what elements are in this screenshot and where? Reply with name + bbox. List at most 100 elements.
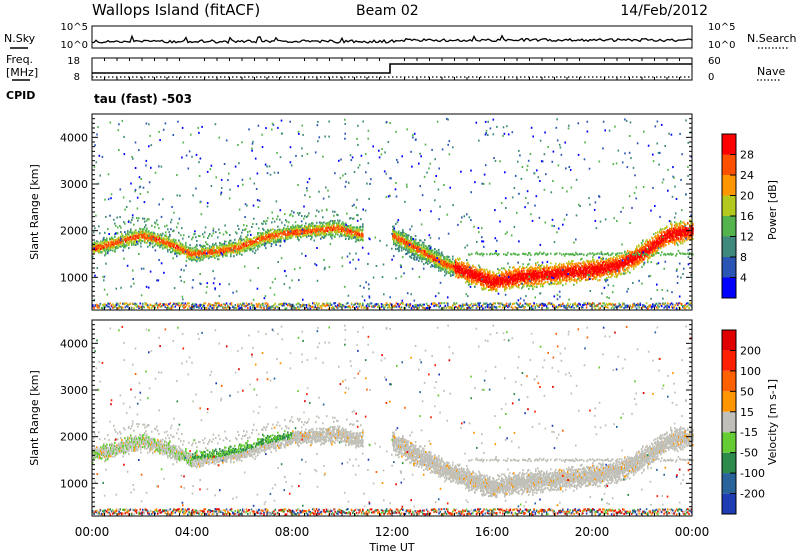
- power-echo: [208, 248, 210, 251]
- power-echo: [269, 242, 271, 245]
- power-echo: [463, 262, 465, 264]
- power-echo: [145, 229, 147, 232]
- power-echo: [183, 247, 185, 250]
- power-echo: [459, 257, 461, 260]
- power-echo: [203, 251, 205, 254]
- power-echo: [313, 229, 315, 232]
- power-echo: [156, 236, 158, 239]
- power-echo: [147, 236, 149, 239]
- power-echo: [308, 212, 310, 215]
- power-echo: [242, 244, 244, 247]
- power-echo: [240, 246, 242, 249]
- power-echo: [171, 245, 173, 248]
- power-echo: [152, 232, 154, 235]
- power-echo: [249, 238, 251, 241]
- power-echo: [152, 240, 154, 243]
- power-echo: [139, 235, 141, 238]
- power-echo: [331, 234, 333, 237]
- power-echo: [177, 243, 179, 246]
- power-echo: [313, 232, 315, 235]
- power-echo: [165, 238, 167, 241]
- power-echo: [344, 225, 346, 228]
- power-echo: [255, 242, 257, 245]
- power-echo: [236, 243, 238, 246]
- power-echo: [205, 252, 207, 255]
- power-echo: [205, 247, 207, 250]
- power-echo: [137, 232, 139, 235]
- power-echo: [121, 240, 123, 243]
- power-echo: [357, 214, 359, 217]
- power-echo: [95, 250, 97, 253]
- power-echo: [104, 242, 106, 245]
- power-echo: [315, 224, 317, 227]
- power-echo: [214, 243, 216, 246]
- power-echo: [273, 238, 275, 241]
- power-echo: [133, 241, 135, 244]
- power-echo: [105, 243, 107, 246]
- power-echo: [233, 248, 235, 251]
- power-echo: [147, 234, 149, 237]
- power-echo: [287, 233, 289, 236]
- power-echo: [294, 226, 296, 229]
- power-echo: [190, 248, 192, 251]
- power-echo: [181, 245, 183, 248]
- power-echo: [185, 241, 187, 244]
- power-echo: [197, 250, 199, 253]
- power-echo: [215, 231, 217, 234]
- power-echo: [334, 235, 336, 238]
- power-echo: [247, 244, 249, 247]
- power-echo: [440, 256, 442, 259]
- power-echo: [336, 225, 338, 228]
- power-echo: [161, 241, 163, 244]
- power-echo: [523, 284, 525, 287]
- power-echo: [249, 245, 251, 248]
- power-echo: [239, 250, 241, 253]
- power-echo: [294, 228, 296, 231]
- power-echo: [139, 237, 141, 240]
- power-echo: [350, 230, 352, 233]
- power-echo: [94, 250, 96, 253]
- power-echo: [191, 248, 193, 251]
- power-echo: [108, 241, 110, 244]
- power-echo: [444, 270, 446, 273]
- power-echo: [277, 231, 279, 234]
- power-echo: [192, 247, 194, 250]
- power-echo: [354, 234, 356, 236]
- power-echo: [305, 226, 307, 229]
- power-echo: [104, 249, 106, 252]
- power-echo: [146, 235, 148, 238]
- power-echo: [335, 231, 337, 234]
- power-echo: [192, 258, 194, 261]
- power-echo: [171, 251, 173, 254]
- power-echo: [275, 232, 277, 235]
- power-echo: [358, 239, 360, 242]
- power-echo: [112, 246, 114, 249]
- power-echo: [246, 238, 248, 241]
- power-echo: [217, 236, 219, 239]
- power-echo: [157, 233, 159, 236]
- power-echo: [168, 244, 170, 247]
- power-echo: [362, 223, 364, 226]
- power-echo: [114, 233, 116, 236]
- power-echo: [287, 230, 289, 233]
- power-echo: [237, 243, 239, 246]
- power-echo: [498, 272, 500, 275]
- power-echo: [207, 237, 209, 239]
- power-echo: [97, 247, 99, 250]
- power-echo: [133, 233, 135, 236]
- power-echo: [290, 234, 292, 237]
- power-echo: [336, 226, 338, 229]
- power-echo: [246, 241, 248, 244]
- power-echo: [303, 234, 305, 237]
- power-echo: [337, 219, 339, 222]
- power-echo: [141, 240, 143, 243]
- power-echo: [341, 232, 343, 235]
- power-echo: [246, 244, 248, 247]
- power-echo: [186, 248, 188, 251]
- power-echo: [190, 253, 192, 256]
- power-echo: [216, 246, 218, 249]
- power-echo: [154, 233, 156, 236]
- power-echo: [251, 240, 253, 242]
- power-echo: [119, 240, 121, 243]
- power-echo: [189, 250, 191, 253]
